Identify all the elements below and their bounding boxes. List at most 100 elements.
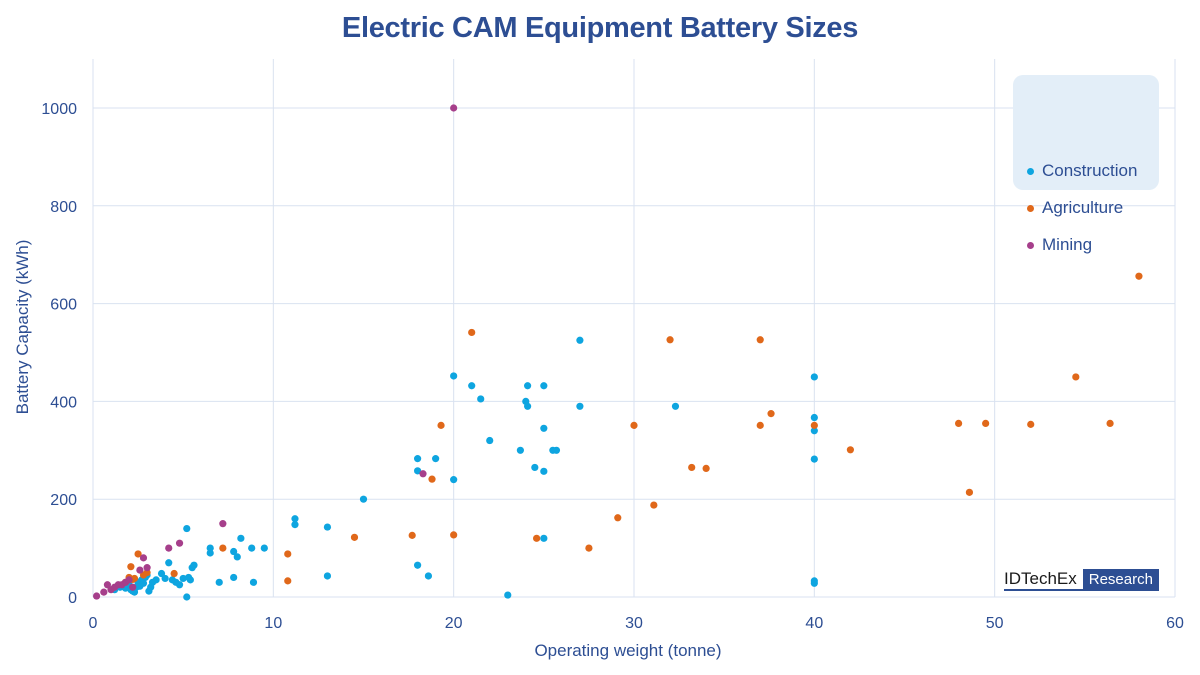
construction-point	[237, 534, 245, 542]
agriculture-point	[846, 446, 855, 454]
construction-swatch	[1027, 167, 1034, 175]
construction-point	[260, 544, 268, 552]
construction-point	[540, 424, 548, 432]
grid-lines	[92, 59, 1176, 598]
construction-point	[175, 581, 184, 589]
legend-label-agriculture: Agriculture	[1042, 198, 1124, 217]
construction-point	[183, 524, 191, 533]
brand-tag: Research	[1082, 569, 1159, 591]
mining-point	[165, 544, 173, 552]
construction-point	[524, 402, 532, 410]
agriculture-point	[982, 419, 990, 428]
y-tick-label: 1000	[41, 101, 77, 118]
agriculture-point	[127, 563, 135, 571]
agriculture-point	[767, 410, 775, 418]
construction-point	[139, 579, 148, 587]
construction-point	[576, 402, 584, 410]
agriculture-point	[1072, 373, 1080, 381]
construction-point	[576, 336, 584, 344]
agriculture-point	[810, 421, 818, 429]
agriculture-point	[428, 475, 436, 483]
agriculture-point	[955, 419, 963, 428]
y-tick-label: 400	[50, 394, 77, 411]
x-tick-label: 20	[445, 615, 463, 632]
construction-point	[810, 413, 818, 422]
x-axis-label: Operating weight (tonne)	[534, 641, 721, 660]
agriculture-point	[630, 421, 638, 429]
construction-point	[810, 455, 818, 463]
agriculture-point	[450, 531, 458, 539]
y-axis-label: Battery Capacity (kWh)	[13, 240, 32, 415]
agriculture-swatch	[1027, 204, 1034, 212]
agriculture-point	[756, 421, 764, 429]
construction-point	[291, 515, 299, 523]
agriculture-point	[756, 336, 764, 344]
construction-point	[810, 579, 818, 587]
construction-point	[450, 476, 458, 484]
construction-point	[540, 467, 548, 475]
agriculture-point	[219, 544, 227, 552]
mining-point	[125, 576, 133, 584]
y-tick-label: 200	[50, 492, 77, 509]
construction-point	[504, 591, 512, 599]
legend-item-construction: Construction	[1027, 161, 1137, 181]
construction-point	[186, 576, 194, 584]
agriculture-point	[170, 569, 178, 578]
series-mining	[93, 104, 458, 600]
construction-point	[552, 446, 561, 454]
mining-point	[219, 520, 227, 528]
x-tick-label: 50	[986, 615, 1004, 632]
construction-point	[161, 574, 169, 583]
legend-label-mining: Mining	[1042, 235, 1093, 254]
agriculture-point	[134, 550, 142, 558]
agriculture-point	[1027, 420, 1035, 428]
mining-point	[419, 470, 427, 478]
construction-point	[486, 436, 494, 445]
construction-point	[516, 446, 524, 454]
construction-point	[531, 463, 539, 472]
construction-point	[524, 382, 532, 390]
chart-title: Electric CAM Equipment Battery Sizes	[341, 12, 859, 44]
agriculture-point	[965, 488, 974, 496]
construction-point	[671, 402, 680, 410]
agriculture-point	[437, 421, 445, 429]
mining-swatch	[1027, 241, 1034, 249]
construction-point	[248, 544, 256, 552]
construction-point	[249, 578, 258, 586]
series-agriculture	[121, 272, 1143, 586]
y-tick-label: 600	[50, 297, 77, 314]
construction-point	[323, 523, 332, 531]
x-tick-label: 60	[1166, 615, 1184, 632]
construction-point	[432, 455, 440, 463]
construction-point	[810, 427, 818, 435]
agriculture-point	[284, 550, 292, 558]
construction-point	[291, 521, 299, 529]
agriculture-point	[614, 514, 622, 522]
construction-point	[179, 574, 187, 583]
construction-point	[215, 578, 223, 586]
mining-point	[175, 539, 184, 547]
construction-point	[540, 382, 548, 390]
agriculture-point	[533, 534, 541, 542]
construction-point	[230, 573, 238, 582]
y-tick-label: 0	[68, 590, 77, 607]
legend: Construction Agriculture Mining	[1013, 75, 1159, 254]
agriculture-point	[408, 531, 416, 539]
data-points	[93, 104, 1143, 601]
construction-point	[450, 372, 458, 380]
agriculture-point	[585, 544, 593, 552]
mining-point	[100, 588, 108, 596]
mining-point	[93, 592, 101, 600]
construction-point	[152, 576, 160, 584]
mining-point	[129, 583, 137, 591]
construction-point	[190, 561, 198, 569]
brand-name: IDTechEx	[1004, 569, 1083, 591]
construction-point	[323, 572, 332, 580]
agriculture-point	[1106, 419, 1114, 428]
agriculture-point	[650, 501, 658, 509]
agriculture-point	[702, 464, 710, 472]
agriculture-point	[130, 574, 139, 583]
agriculture-point	[688, 463, 696, 472]
construction-point	[165, 559, 173, 567]
